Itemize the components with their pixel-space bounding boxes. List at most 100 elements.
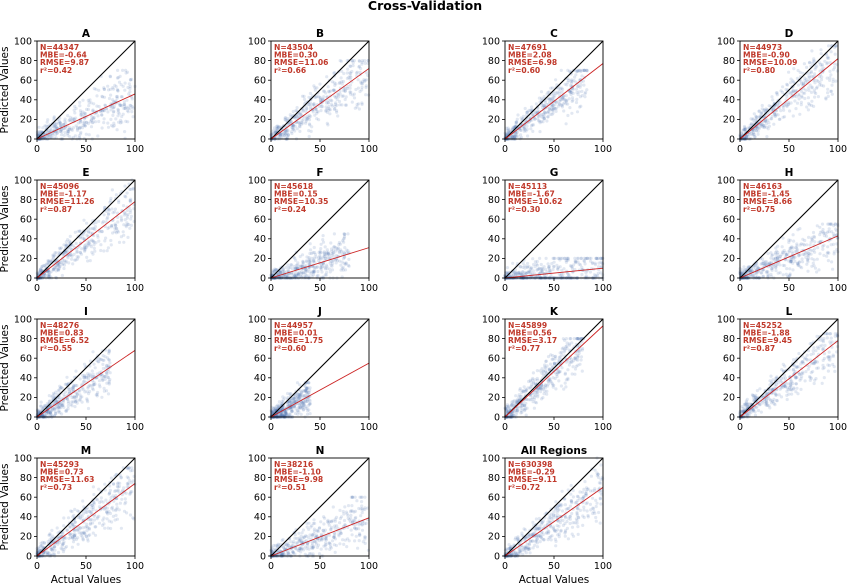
scatter-point xyxy=(274,129,278,133)
y-tick-label: 20 xyxy=(723,254,735,265)
scatter-point xyxy=(774,268,778,273)
scatter-point xyxy=(313,88,317,92)
scatter-point xyxy=(332,107,336,111)
scatter-point xyxy=(126,85,130,90)
scatter-point xyxy=(78,125,82,129)
scatter-point xyxy=(321,234,325,238)
y-axis-label: Predicted Values xyxy=(0,47,11,134)
scatter-point xyxy=(302,94,306,98)
scatter-point xyxy=(284,128,288,133)
scatter-point xyxy=(333,104,337,108)
scatter-point xyxy=(42,136,46,140)
scatter-point xyxy=(547,107,552,111)
scatter-point xyxy=(92,102,96,106)
scatter-point xyxy=(347,257,351,261)
scatter-point xyxy=(828,76,832,80)
scatter-point xyxy=(97,379,102,383)
scatter-point xyxy=(570,90,574,94)
scatter-point xyxy=(530,383,534,387)
scatter-point xyxy=(337,81,342,85)
scatter-point xyxy=(346,232,350,236)
scatter-point xyxy=(347,75,351,80)
scatter-point xyxy=(285,131,289,135)
scatter-point xyxy=(530,105,534,109)
scatter-point xyxy=(102,386,106,390)
y-tick-label: 40 xyxy=(723,95,735,106)
scatter-point xyxy=(306,116,310,120)
scatter-point xyxy=(86,240,90,244)
scatter-point xyxy=(531,400,535,404)
scatter-point xyxy=(546,115,550,119)
scatter-point xyxy=(564,122,568,126)
scatter-point xyxy=(308,91,312,95)
scatter-point xyxy=(787,70,791,74)
scatter-point xyxy=(829,89,833,93)
scatter-point xyxy=(308,402,312,406)
scatter-point xyxy=(72,385,76,389)
scatter-point xyxy=(333,107,337,111)
scatter-point xyxy=(820,75,824,79)
scatter-point xyxy=(86,107,90,112)
scatter-point xyxy=(106,246,110,250)
scatter-point xyxy=(546,355,551,359)
scatter-point xyxy=(575,97,579,101)
scatter-point xyxy=(38,130,42,134)
scatter-point xyxy=(40,266,44,270)
scatter-point xyxy=(824,234,829,238)
scatter-point xyxy=(107,351,111,355)
scatter-point xyxy=(579,355,584,359)
scatter-point xyxy=(75,393,79,397)
scatter-point xyxy=(110,207,114,211)
scatter-point xyxy=(344,103,348,107)
scatter-point xyxy=(590,261,595,265)
x-tick-label: 50 xyxy=(548,144,560,155)
scatter-point xyxy=(101,219,105,224)
panel-title: I xyxy=(84,306,88,318)
scatter-point xyxy=(338,92,342,96)
scatter-point xyxy=(121,204,126,208)
scatter-point xyxy=(831,267,835,271)
scatter-point xyxy=(115,94,119,99)
scatter-point xyxy=(806,86,811,90)
scatter-point xyxy=(127,82,131,86)
scatter-point xyxy=(317,118,321,122)
scatter-point xyxy=(75,125,79,130)
y-tick-label: 80 xyxy=(254,56,266,67)
scatter-point xyxy=(124,71,128,75)
scatter-point xyxy=(348,71,352,75)
scatter-point xyxy=(319,263,323,267)
scatter-point xyxy=(127,92,131,96)
scatter-point xyxy=(77,134,81,138)
y-tick-label: 20 xyxy=(254,115,266,126)
scatter-point xyxy=(827,222,831,226)
scatter-point xyxy=(319,267,323,272)
y-tick-label: 60 xyxy=(254,354,266,365)
scatter-point xyxy=(804,88,808,92)
scatter-point xyxy=(99,248,103,253)
scatter-point xyxy=(281,414,285,419)
scatter-point xyxy=(803,96,807,101)
scatter-point xyxy=(46,134,50,138)
y-tick-label: 60 xyxy=(488,354,500,365)
scatter-point xyxy=(309,129,313,133)
scatter-point xyxy=(321,97,325,101)
scatter-point xyxy=(816,246,820,250)
scatter-point xyxy=(326,98,330,102)
scatter-point xyxy=(121,84,125,88)
scatter-point xyxy=(554,78,558,82)
scatter-point xyxy=(106,121,110,125)
scatter-point xyxy=(115,96,119,100)
scatter-point xyxy=(324,108,328,112)
scatter-point xyxy=(110,188,114,192)
scatter-point xyxy=(531,257,535,261)
scatter-point xyxy=(69,389,74,393)
scatter-point xyxy=(356,86,360,90)
scatter-point xyxy=(92,362,96,366)
scatter-point xyxy=(575,110,580,114)
y-tick-label: 0 xyxy=(26,134,32,145)
scatter-point xyxy=(348,92,353,96)
scatter-point xyxy=(758,123,762,127)
scatter-point xyxy=(303,388,308,392)
scatter-point xyxy=(829,50,833,54)
scatter-point xyxy=(81,110,85,114)
